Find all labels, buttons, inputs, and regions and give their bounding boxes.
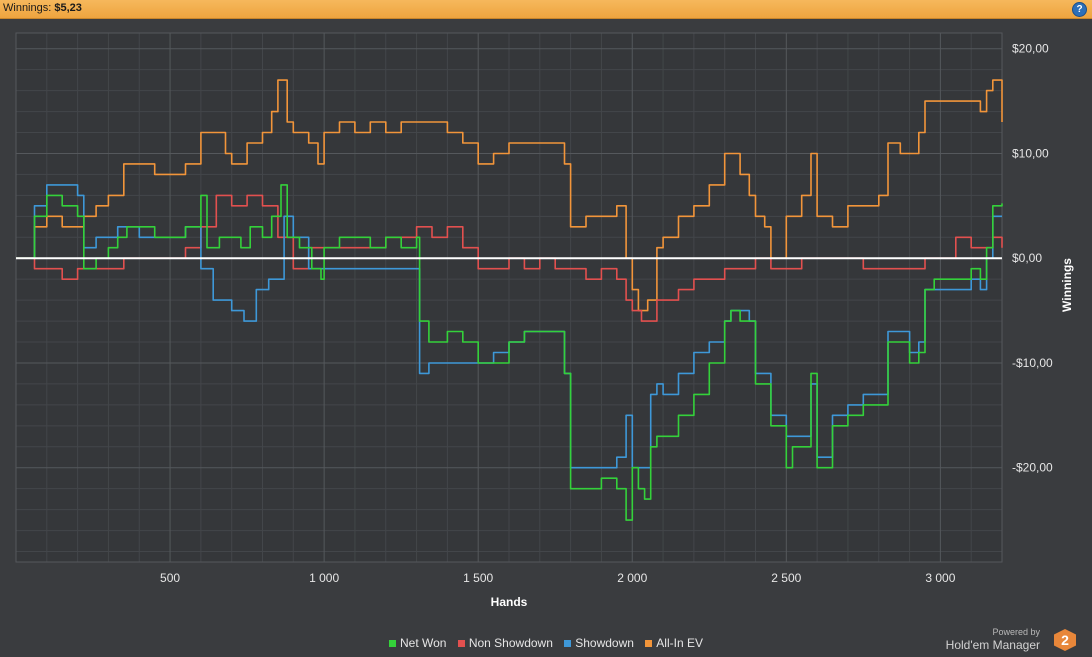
brand-name: Hold'em Manager xyxy=(945,638,1040,652)
x-tick-label: 500 xyxy=(160,571,180,585)
legend-swatch-allin-ev xyxy=(645,640,653,648)
winnings-label: Winnings: xyxy=(3,2,52,14)
legend-swatch-non-showdown xyxy=(457,640,465,648)
brand-badge: Powered by Hold'em Manager 2 xyxy=(946,626,1080,654)
chart-legend: Net Won Non Showdown Showdown All-In EV xyxy=(0,636,1092,650)
winnings-chart: 500 1 000 1 500 2 000 2 500 3 000 $20,00 $10,00… xyxy=(15,32,1074,609)
legend-label-allin-ev: All-In EV xyxy=(656,636,703,650)
winnings-value: $5,23 xyxy=(54,2,82,14)
series-line-all-in-ev xyxy=(16,79,1003,312)
winnings-summary: Winnings: $5,23 xyxy=(3,2,82,14)
x-tick-label: 1 500 xyxy=(463,571,493,585)
x-tick-label: 1 000 xyxy=(309,571,339,585)
legend-swatch-showdown xyxy=(564,640,572,648)
hm2-logo-icon: 2 xyxy=(1054,629,1076,651)
plot-border xyxy=(15,32,1003,563)
x-tick-label: 2 000 xyxy=(617,571,647,585)
legend-item-net-won[interactable]: Net Won xyxy=(389,636,446,650)
legend-label-non-showdown: Non Showdown xyxy=(468,636,553,650)
y-tick-label: $0,00 xyxy=(1012,251,1042,265)
help-icon[interactable]: ? xyxy=(1072,2,1087,17)
y-tick-label: -$20,00 xyxy=(1012,461,1053,475)
grid-minor xyxy=(16,33,1002,562)
legend-label-net-won: Net Won xyxy=(400,636,447,650)
axes-layer: 500 1 000 1 500 2 000 2 500 3 000 $20,00 $10,00… xyxy=(160,42,1074,609)
legend-label-showdown: Showdown xyxy=(575,636,634,650)
legend-swatch-net-won xyxy=(389,640,397,648)
y-axis-label: Winnings xyxy=(1060,258,1074,312)
series-line-net-won xyxy=(16,184,1003,521)
legend-item-non-showdown[interactable]: Non Showdown xyxy=(457,636,553,650)
y-tick-label: $10,00 xyxy=(1012,146,1049,160)
x-axis-label: Hands xyxy=(491,595,528,609)
legend-item-allin-ev[interactable]: All-In EV xyxy=(645,636,703,650)
y-tick-label: $20,00 xyxy=(1012,42,1049,56)
x-tick-label: 3 000 xyxy=(925,571,955,585)
series-layer xyxy=(16,79,1003,521)
winnings-header-bar: Winnings: $5,23 ? xyxy=(0,0,1092,19)
powered-by-label: Powered by xyxy=(992,627,1040,637)
y-tick-label: -$10,00 xyxy=(1012,356,1053,370)
legend-item-showdown[interactable]: Showdown xyxy=(564,636,634,650)
x-tick-label: 2 500 xyxy=(771,571,801,585)
